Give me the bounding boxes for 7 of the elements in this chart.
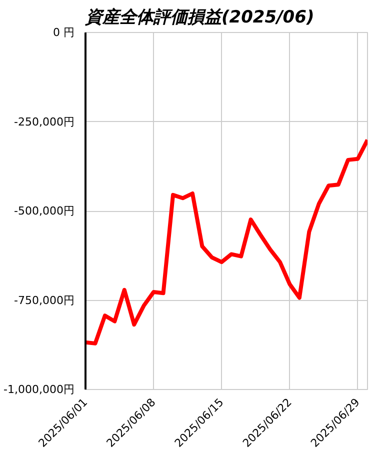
y-tick-label: -750,000円 <box>14 294 75 307</box>
y-tick-label: -1,000,000円 <box>4 383 74 396</box>
chart-title: 資産全体評価損益(2025/06) <box>84 8 314 28</box>
y-tick-label: 0 円 <box>53 26 75 39</box>
y-tick-label: -500,000円 <box>14 204 75 218</box>
line-series <box>86 138 368 346</box>
y-tick-label: -250,000円 <box>14 115 75 128</box>
